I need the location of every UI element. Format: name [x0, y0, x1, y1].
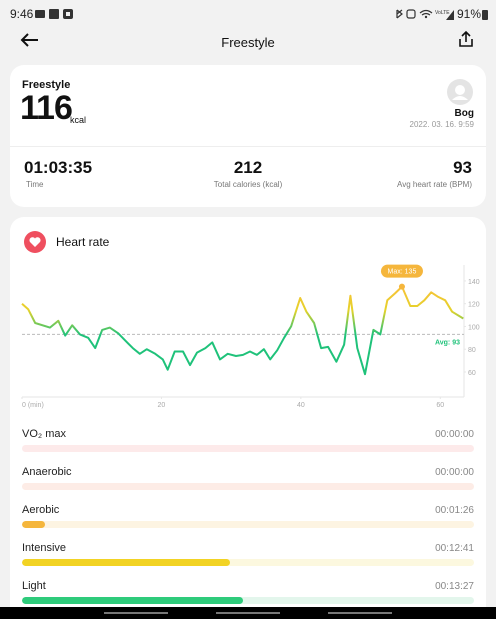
zone-name: Intensive	[22, 542, 67, 554]
workout-date: 2022. 03. 16. 9:59	[409, 120, 475, 129]
x-tick-label: 60	[436, 402, 444, 409]
zone-track	[22, 559, 474, 566]
zone-track	[22, 483, 474, 490]
zone-track	[22, 445, 474, 452]
zone-track	[22, 597, 474, 604]
back-button[interactable]	[20, 32, 40, 48]
nav-home[interactable]	[216, 612, 280, 614]
max-tooltip	[380, 264, 423, 278]
svg-text:VoLTE: VoLTE	[435, 10, 450, 16]
stat-value: 212	[233, 158, 263, 177]
nav-back[interactable]	[328, 612, 392, 614]
y-tick-label: 60	[468, 370, 476, 377]
share-button[interactable]	[458, 30, 474, 48]
zone-name: Light	[22, 580, 46, 592]
x-tick-label: 40	[297, 402, 305, 409]
stat-value: 01:03:35	[24, 158, 93, 177]
y-tick-label: 100	[468, 324, 480, 331]
zone-track	[22, 521, 474, 528]
status-bar: 9:46 VoLTE 91%	[0, 0, 496, 28]
y-tick-label: 120	[468, 302, 480, 309]
x-tick-label: 0 (min)	[22, 402, 44, 409]
zone-time: 00:12:41	[435, 543, 474, 554]
battery-percent: 91%	[457, 7, 482, 21]
heart-rate-line	[21, 285, 464, 376]
heart-rate-card: Heart rate	[10, 217, 486, 617]
y-tick-label: 140	[468, 279, 480, 286]
nav-bar	[0, 607, 496, 619]
heart-rate-chart: 60 80 100 120 140 0 (min) 20 40 60 Avg: 93 Max: 13…	[21, 264, 480, 409]
heart-icon	[24, 231, 46, 253]
stat-label: Avg heart rate (BPM)	[397, 180, 472, 189]
calories: 116	[20, 89, 73, 127]
zone-time: 00:13:27	[435, 581, 474, 592]
summary-card: Freestyle 116 kcal Bog 2022. 03. 16. 9:5…	[10, 65, 486, 207]
system-icons: VoLTE	[396, 9, 454, 20]
x-tick-label: 20	[158, 402, 166, 409]
stat-label: Time	[26, 180, 44, 189]
zone-name: VO₂ max	[22, 428, 66, 440]
zone-name: Anaerobic	[22, 466, 72, 478]
zone-bar	[22, 521, 45, 528]
page-title: Freestyle	[221, 35, 275, 50]
avg-label: Avg: 93	[435, 339, 460, 346]
stat-value: 93	[453, 158, 472, 177]
zone-time: 00:00:00	[435, 429, 474, 440]
y-tick-label: 80	[468, 347, 476, 354]
battery-icon	[482, 10, 488, 20]
notification-icons	[35, 9, 73, 19]
divider	[10, 146, 486, 147]
workout-label: Freestyle	[22, 79, 71, 91]
max-label: Max: 135	[388, 269, 417, 276]
clock: 9:46	[10, 7, 34, 21]
section-title: Heart rate	[56, 235, 110, 249]
user-name: Bog	[454, 108, 474, 119]
max-marker	[398, 283, 405, 290]
avatar	[447, 79, 473, 105]
nav-recents[interactable]	[104, 612, 168, 614]
zone-name: Aerobic	[22, 504, 60, 516]
zone-bar	[22, 597, 244, 604]
zone-bar	[22, 559, 230, 566]
stat-label: Total calories (kcal)	[213, 180, 283, 189]
zone-time: 00:01:26	[435, 505, 474, 516]
zone-time: 00:00:00	[435, 467, 474, 478]
calories-unit: kcal	[70, 115, 87, 125]
